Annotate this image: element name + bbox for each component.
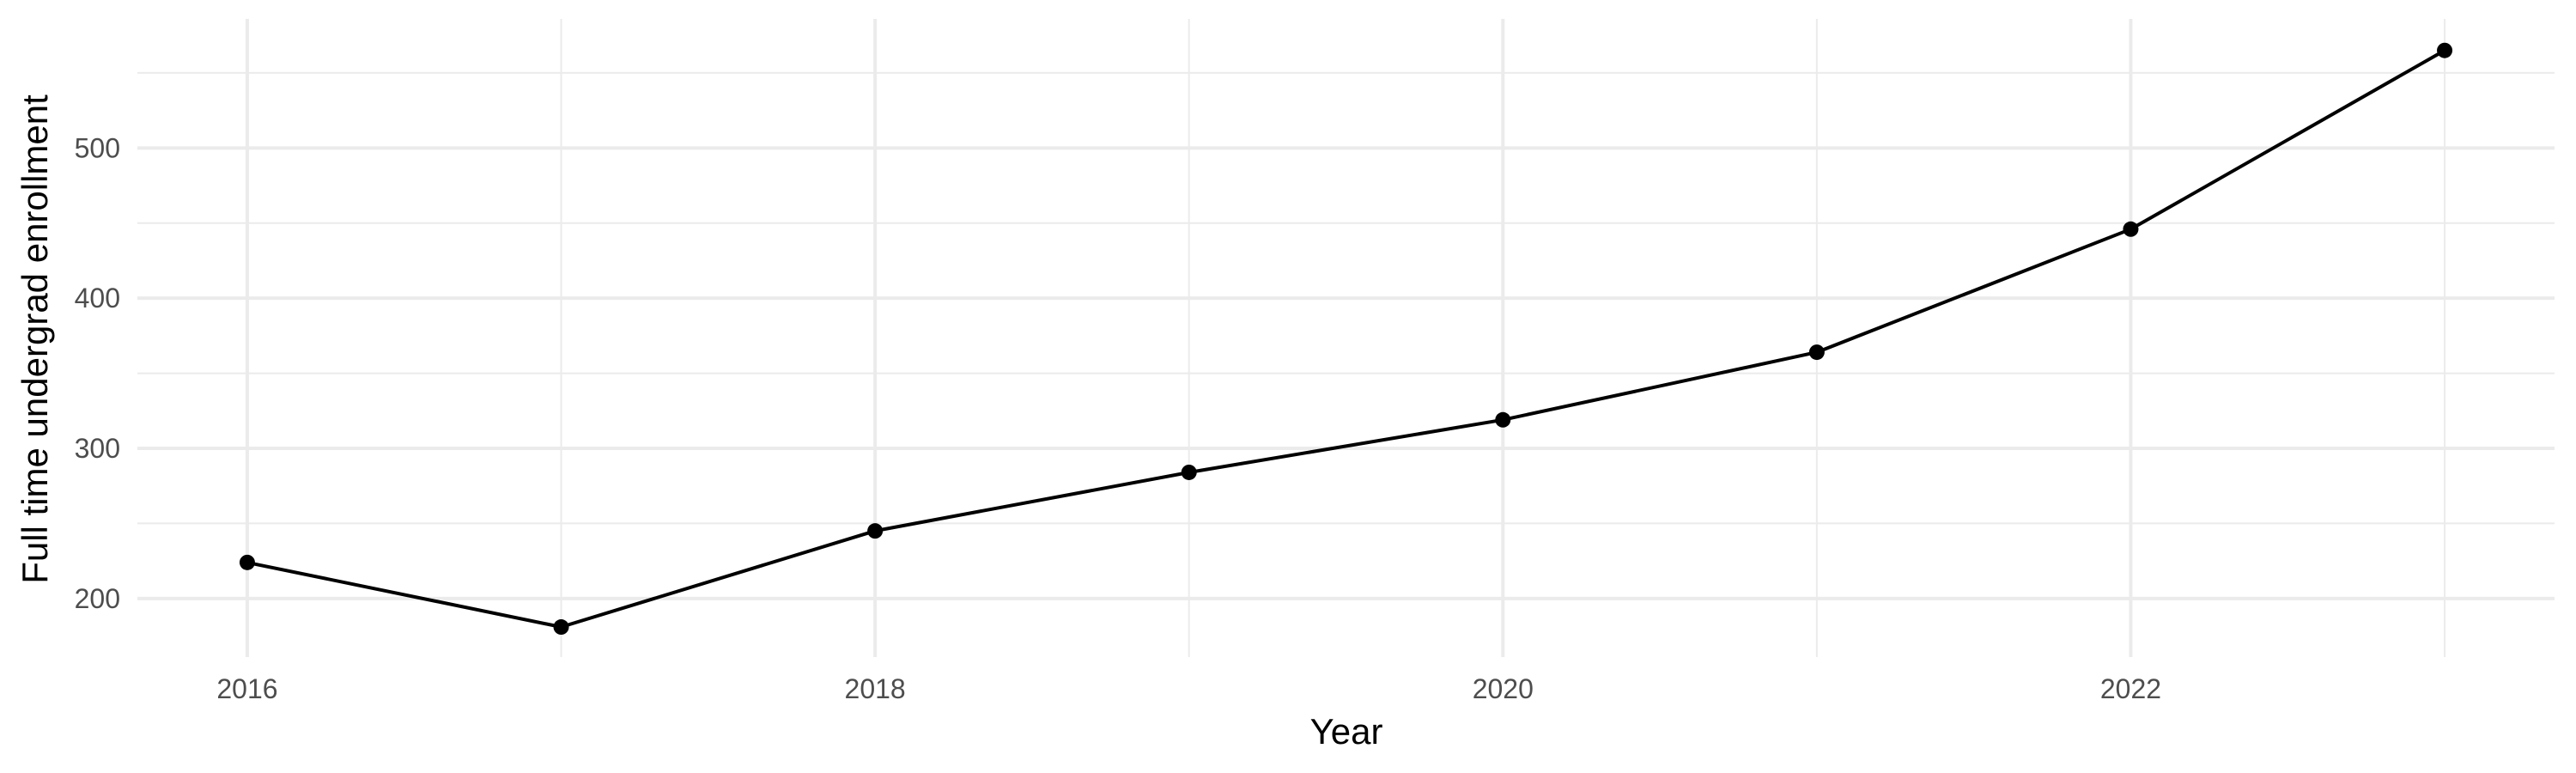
data-point	[1808, 344, 1825, 361]
data-points	[239, 42, 2453, 636]
data-point	[867, 523, 884, 539]
y-axis-title: Full time undergrad enrollment	[15, 94, 55, 584]
data-point	[1181, 464, 1197, 480]
series-line	[246, 48, 2445, 629]
data-point	[553, 619, 569, 636]
x-axis-title: Year	[1310, 711, 1383, 752]
x-tick-label: 2016	[216, 673, 277, 704]
series-line-group	[246, 48, 2445, 629]
data-point	[1495, 411, 1511, 428]
major-gridlines	[137, 19, 2555, 657]
y-tick-label: 300	[75, 433, 120, 464]
x-tick-label: 2018	[845, 673, 906, 704]
minor-gridlines	[137, 19, 2555, 657]
data-point	[2437, 42, 2453, 58]
y-tick-label: 400	[75, 283, 120, 313]
x-tick-label: 2022	[2100, 673, 2161, 704]
y-tick-label: 200	[75, 583, 120, 614]
x-axis-tick-labels: 2016 2018 2020 2022	[216, 673, 2161, 704]
y-axis-tick-labels: 200 300 400 500	[75, 132, 120, 613]
y-tick-label: 500	[75, 132, 120, 163]
x-tick-label: 2020	[1473, 673, 1534, 704]
data-point	[239, 554, 255, 570]
data-point	[2123, 221, 2139, 237]
